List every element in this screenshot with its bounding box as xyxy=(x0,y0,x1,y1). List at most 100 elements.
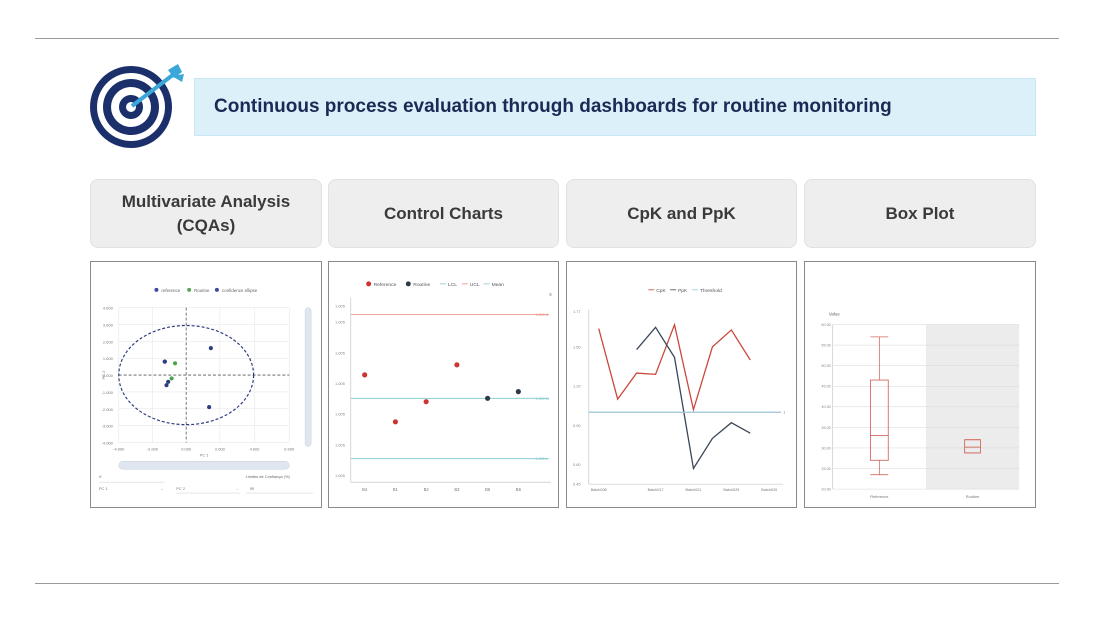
x-tick-label: B5 xyxy=(485,487,491,492)
x-tick-label: Batch021 xyxy=(686,488,702,492)
control-label: Limites de Confiança (%) xyxy=(246,474,291,479)
x-tick-label: 0.000 xyxy=(181,446,192,451)
y-tick-label: 20.00 xyxy=(821,487,830,491)
scatter-point xyxy=(169,376,174,381)
legend-label: PpK xyxy=(678,288,688,294)
legend-label: reference xyxy=(161,288,180,293)
y-tick-label: -2.000 xyxy=(102,407,114,412)
y-tick-label: 50.00 xyxy=(821,364,830,368)
confidence-ellipse xyxy=(118,324,255,426)
tab-label: Multivariate Analysis xyxy=(121,191,291,211)
vertical-scrollbar[interactable] xyxy=(304,307,312,447)
scatter-point xyxy=(172,361,178,366)
scatter-point xyxy=(164,383,169,388)
scatter-point xyxy=(166,379,171,384)
x-tick-label: Reference xyxy=(870,494,889,499)
confidence-input[interactable]: 95 xyxy=(250,486,255,491)
x-tick-label: Batch029 xyxy=(761,488,777,492)
y-tick-label: -1.000 xyxy=(102,390,114,395)
x-tick-label: B2 xyxy=(424,487,430,492)
y-tick-label: 4.000 xyxy=(103,306,114,311)
chevron-down-icon[interactable]: ⌄ xyxy=(160,486,163,491)
legend-label: UCL xyxy=(470,282,480,288)
cpk-chart-panel: CpK PpK Threshold 1.77 1.50 1.20 0.90 0.60 0.… xyxy=(566,261,797,508)
data-point xyxy=(454,362,460,368)
legend-marker xyxy=(366,281,372,287)
limit-label: 1.005 L xyxy=(535,457,548,461)
x-ticks: -4.000 -2.000 0.000 2.000 4.000 6.000 xyxy=(113,446,295,451)
tab-label-sub: (CQAs) xyxy=(176,215,236,235)
y-tick-label: -4.000 xyxy=(102,440,114,445)
legend-marker xyxy=(214,287,219,292)
legend-label: Routine xyxy=(194,288,210,293)
y-tick-label: 1.20 xyxy=(573,384,581,389)
horizontal-scrollbar[interactable] xyxy=(118,461,290,470)
limit-label: 1.005 M xyxy=(535,397,549,401)
y-ticks: 4.000 3.000 2.000 1.000 0.000 -1.000 -2.… xyxy=(102,306,114,446)
y-tick-label: 0.90 xyxy=(573,423,581,428)
pc2-select[interactable]: PC 2 xyxy=(176,486,185,491)
x-tick-label: B1 xyxy=(393,487,399,492)
y-tick-label: 1.77 xyxy=(573,309,581,314)
y-ticks: 1.005 1.005 1.005 1.005 1.005 1.005 1.00… xyxy=(335,304,346,479)
box-reference xyxy=(869,379,889,461)
legend-label: Threshold xyxy=(700,288,722,294)
scatter-point xyxy=(162,359,167,364)
y-tick-label: 55.00 xyxy=(821,343,830,347)
y-tick-label: -3.000 xyxy=(102,424,114,429)
mva-chart: reference Routine confidence ellipse -4.… xyxy=(99,287,314,494)
x-tick-label: Batch025 xyxy=(723,488,739,492)
box-marks xyxy=(869,336,981,476)
x-tick-label: 6.000 xyxy=(284,446,295,451)
tab-label: Box Plot xyxy=(885,203,955,223)
x-tick-label: 4.000 xyxy=(250,446,261,451)
banner-title: Continuous process evaluation through da… xyxy=(214,96,892,117)
x-ticks: B4 B1 B2 B3 B5 B6 xyxy=(362,487,521,492)
y-tick-label: 30.00 xyxy=(821,446,830,450)
y-axis-label: PC 2 xyxy=(101,371,106,380)
tab-multivariate-analysis[interactable]: Multivariate Analysis (CQAs) xyxy=(90,179,322,248)
y-tick-label: 1.005 xyxy=(335,320,346,325)
mva-chart-panel: reference Routine confidence ellipse -4.… xyxy=(90,261,322,508)
cpk-series: 1 xyxy=(588,322,785,471)
box-plot-chart: Value 60.00 55.00 50.00 45.00 40.00 35.00 30.0… xyxy=(821,312,1020,499)
y-tick-label: 60.00 xyxy=(821,323,830,327)
data-point xyxy=(485,395,491,401)
chevron-down-icon[interactable]: ⌄ xyxy=(236,486,239,491)
y-tick-label: 3.000 xyxy=(103,323,114,328)
legend-label: Reference xyxy=(374,282,397,288)
legend-label: CpK xyxy=(656,288,666,294)
grid: 60.00 55.00 50.00 45.00 40.00 35.00 30.00 25.00… xyxy=(821,323,1020,491)
x-tick-label: B6 xyxy=(516,487,522,492)
y-tick-label: 2.000 xyxy=(103,339,114,344)
y-tick-label: 1.005 xyxy=(335,442,346,447)
tab-cpk-ppk[interactable]: CpK and PpK xyxy=(566,179,797,248)
tab-label: Control Charts xyxy=(384,203,503,223)
x-tick-label: Batch008 xyxy=(591,488,607,492)
legend-marker xyxy=(154,287,159,292)
limit-label: 1.005 U xyxy=(535,313,548,317)
x-tick-label: Routine xyxy=(966,494,980,499)
y-tick-label: 1.000 xyxy=(103,356,114,361)
data-point xyxy=(362,372,368,378)
tab-box-plot[interactable]: Box Plot xyxy=(804,179,1036,248)
y-tick-label: 1.005 xyxy=(335,412,346,417)
pc1-select[interactable]: PC 1 xyxy=(99,486,108,491)
scatter-point xyxy=(208,346,213,351)
tab-control-charts[interactable]: Control Charts xyxy=(328,179,559,248)
control-label: X xyxy=(99,474,102,479)
y-tick-label: 40.00 xyxy=(821,405,830,409)
mva-points xyxy=(162,346,213,410)
series-line-cpk xyxy=(598,322,751,413)
legend-label: LCL xyxy=(448,282,457,288)
y-tick-label: 1.005 xyxy=(335,304,346,309)
series-line-ppk xyxy=(636,326,751,471)
menu-icon[interactable]: ≡ xyxy=(549,293,552,298)
legend-marker xyxy=(187,287,192,292)
control-points xyxy=(362,362,521,425)
control-chart: Reference Routine LCL UCL Mean ≡ 1.005 1… xyxy=(335,281,552,492)
x-tick-label: -2.000 xyxy=(147,446,159,451)
y-tick-label: 35.00 xyxy=(821,426,830,430)
banner: Continuous process evaluation through da… xyxy=(194,78,1036,136)
y-tick-label: 45.00 xyxy=(821,385,830,389)
